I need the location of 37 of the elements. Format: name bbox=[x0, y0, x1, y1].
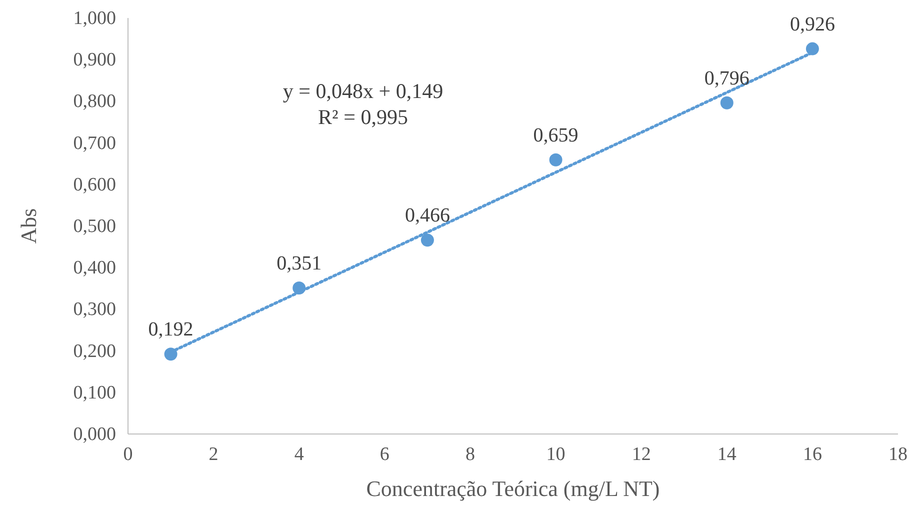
x-tick-label: 8 bbox=[465, 444, 475, 465]
y-tick-label: 0,500 bbox=[73, 216, 116, 237]
x-tick-label: 10 bbox=[546, 444, 566, 465]
y-tick-label: 0,700 bbox=[73, 132, 116, 154]
y-tick-label: 0,000 bbox=[73, 424, 116, 445]
x-axis-title: Concentração Teórica (mg/L NT) bbox=[366, 476, 660, 501]
point bbox=[549, 153, 562, 166]
y-axis-title: Abs bbox=[16, 208, 41, 244]
x-tick-label: 2 bbox=[208, 444, 218, 465]
x-tick-label: 4 bbox=[294, 444, 304, 465]
data-label: 0,796 bbox=[704, 67, 750, 90]
y-tick-label: 0,600 bbox=[73, 174, 116, 196]
y-tick-label: 0,300 bbox=[73, 299, 116, 320]
point bbox=[720, 96, 734, 110]
data-label: 0,466 bbox=[404, 204, 450, 227]
y-tick-label: 1,000 bbox=[73, 8, 116, 29]
y-tick-label: 0,400 bbox=[73, 258, 116, 279]
y-tick-label: 0,800 bbox=[73, 91, 116, 112]
y-tick-label: 0,200 bbox=[73, 340, 116, 362]
x-tick-label: 14 bbox=[717, 444, 737, 465]
x-tick-label: 6 bbox=[380, 444, 390, 465]
point bbox=[806, 42, 819, 56]
annotation: R² = 0,995 bbox=[317, 104, 409, 130]
data-label: 0,192 bbox=[148, 318, 194, 341]
y-tick-label: 0,100 bbox=[73, 382, 116, 404]
data-label: 0,351 bbox=[276, 252, 322, 274]
y-tick-label: 0,900 bbox=[73, 50, 116, 71]
x-tick-label: 12 bbox=[632, 444, 651, 465]
annotation: y = 0,048x + 0,149 bbox=[282, 78, 444, 104]
x-tick-label: 18 bbox=[888, 444, 908, 465]
x-tick-label: 0 bbox=[123, 444, 133, 465]
x-tick-label: 16 bbox=[802, 444, 822, 465]
data-label: 0,926 bbox=[790, 13, 835, 36]
data-label: 0,659 bbox=[533, 124, 578, 146]
point bbox=[420, 234, 434, 247]
point bbox=[164, 348, 178, 361]
point bbox=[292, 281, 306, 294]
